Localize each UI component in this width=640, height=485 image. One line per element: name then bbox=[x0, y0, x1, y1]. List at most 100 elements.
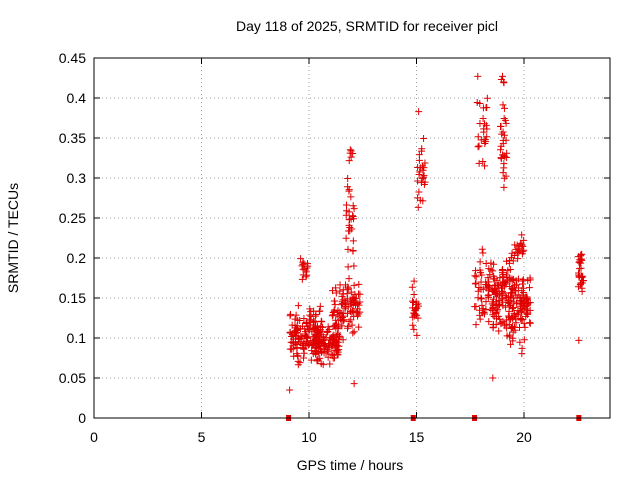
data-point bbox=[344, 263, 352, 271]
data-point bbox=[314, 357, 322, 365]
data-point bbox=[497, 122, 505, 130]
x-tick-label: 15 bbox=[409, 429, 425, 445]
data-point bbox=[577, 252, 585, 260]
data-point bbox=[478, 295, 486, 303]
data-point bbox=[483, 284, 491, 292]
data-point bbox=[506, 256, 514, 264]
data-point bbox=[472, 279, 480, 287]
data-point bbox=[355, 323, 363, 331]
data-point bbox=[478, 271, 486, 279]
data-point bbox=[316, 327, 324, 335]
grid-lines bbox=[94, 58, 610, 418]
data-point bbox=[576, 259, 584, 267]
data-point bbox=[474, 143, 482, 151]
data-point bbox=[307, 308, 315, 316]
data-point bbox=[514, 255, 522, 263]
y-tick-label: 0 bbox=[78, 410, 86, 426]
data-point bbox=[488, 300, 496, 308]
data-point bbox=[576, 281, 584, 289]
data-point bbox=[509, 337, 517, 345]
x-tick-label: 0 bbox=[90, 429, 98, 445]
data-point bbox=[500, 164, 508, 172]
data-point bbox=[347, 193, 355, 201]
data-point bbox=[471, 303, 479, 311]
data-point bbox=[518, 231, 526, 239]
data-point bbox=[512, 277, 520, 285]
data-point bbox=[479, 305, 487, 313]
data-point bbox=[476, 258, 484, 266]
data-point bbox=[290, 352, 298, 360]
data-point bbox=[491, 275, 499, 283]
data-point bbox=[318, 318, 326, 326]
y-tick-label: 0.45 bbox=[59, 50, 86, 66]
data-point bbox=[294, 302, 302, 310]
data-point bbox=[342, 201, 350, 209]
data-point bbox=[415, 108, 423, 116]
data-point bbox=[307, 356, 315, 364]
data-point bbox=[478, 301, 486, 309]
data-point bbox=[579, 272, 587, 280]
data-point bbox=[520, 336, 528, 344]
y-axis-label: SRMTID / TECUs bbox=[5, 183, 21, 293]
data-point bbox=[485, 278, 493, 286]
data-point bbox=[334, 320, 342, 328]
data-point bbox=[476, 311, 484, 319]
data-point bbox=[471, 272, 479, 280]
data-point bbox=[477, 294, 485, 302]
data-point bbox=[519, 276, 527, 284]
data-point bbox=[415, 188, 423, 196]
data-point bbox=[512, 299, 520, 307]
data-point bbox=[498, 287, 506, 295]
data-point bbox=[345, 157, 353, 165]
data-point bbox=[338, 316, 346, 324]
data-point bbox=[502, 257, 510, 265]
data-point bbox=[476, 100, 484, 108]
data-point bbox=[330, 347, 338, 355]
data-point bbox=[516, 338, 524, 346]
data-point bbox=[345, 208, 353, 216]
data-point bbox=[517, 294, 525, 302]
data-point bbox=[419, 197, 427, 205]
data-point bbox=[497, 320, 505, 328]
y-tick-label: 0.1 bbox=[67, 330, 87, 346]
data-point bbox=[412, 305, 420, 313]
data-point bbox=[296, 317, 304, 325]
data-point bbox=[349, 293, 357, 301]
x-axis-label: GPS time / hours bbox=[297, 457, 404, 473]
data-point bbox=[410, 291, 418, 299]
data-point bbox=[326, 360, 334, 368]
data-point bbox=[344, 324, 352, 332]
data-point bbox=[306, 311, 314, 319]
data-point bbox=[576, 265, 584, 273]
data-point bbox=[344, 310, 352, 318]
data-point bbox=[500, 183, 508, 191]
data-point bbox=[347, 316, 355, 324]
data-point bbox=[496, 301, 504, 309]
data-point bbox=[342, 211, 350, 219]
data-point bbox=[322, 341, 330, 349]
data-point bbox=[409, 313, 417, 321]
data-point bbox=[499, 169, 507, 177]
data-point bbox=[292, 324, 300, 332]
data-point bbox=[471, 280, 479, 288]
data-point bbox=[496, 315, 504, 323]
data-point bbox=[501, 116, 509, 124]
data-point bbox=[497, 146, 505, 154]
data-point bbox=[328, 312, 336, 320]
data-point bbox=[520, 236, 528, 244]
data-point bbox=[334, 348, 342, 356]
data-point bbox=[297, 255, 305, 263]
data-point bbox=[348, 307, 356, 315]
data-point bbox=[575, 336, 583, 344]
data-point bbox=[477, 285, 485, 293]
data-point bbox=[417, 179, 425, 187]
data-point bbox=[347, 153, 355, 161]
data-point bbox=[483, 94, 491, 102]
data-point bbox=[512, 319, 520, 327]
data-point bbox=[286, 386, 294, 394]
data-point bbox=[345, 275, 353, 283]
data-point bbox=[300, 345, 308, 353]
data-point bbox=[347, 147, 355, 155]
data-point bbox=[349, 247, 357, 255]
